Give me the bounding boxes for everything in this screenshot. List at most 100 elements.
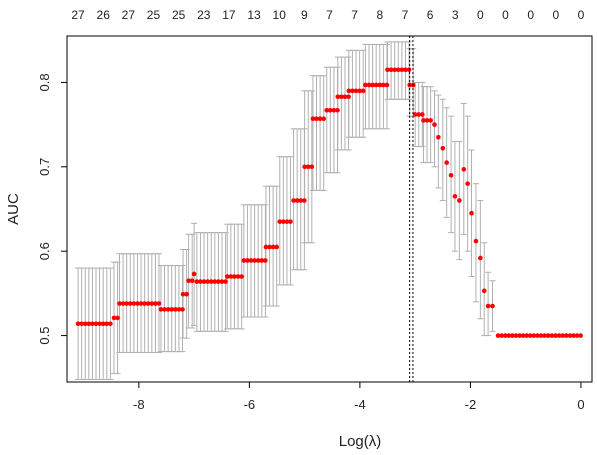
data-point xyxy=(412,112,418,117)
data-point xyxy=(469,210,474,216)
data-point xyxy=(216,279,221,284)
data-point xyxy=(420,112,425,117)
data-point xyxy=(310,116,316,122)
data-point xyxy=(432,122,437,127)
data-point xyxy=(457,198,462,203)
data-point xyxy=(288,219,293,224)
data-point xyxy=(198,279,203,284)
data-point xyxy=(201,279,207,284)
data-point xyxy=(388,67,394,73)
data-point xyxy=(452,194,458,199)
data-point xyxy=(396,67,401,73)
top-axis-label: 27 xyxy=(122,8,136,22)
data-point xyxy=(189,278,195,284)
data-points xyxy=(75,67,583,338)
x-tick-label: 0 xyxy=(577,397,584,412)
data-point xyxy=(205,279,210,284)
data-point xyxy=(528,333,533,338)
data-point xyxy=(478,255,483,261)
top-axis-labels: 27 26 27 25 25 23 17 13 10 9 7 7 8 7 6 3 0 0 0 0 0 xyxy=(71,8,584,22)
data-point xyxy=(335,107,340,113)
data-point xyxy=(328,107,333,113)
reference-lines xyxy=(409,36,414,382)
data-point xyxy=(571,333,576,338)
top-axis-label: 25 xyxy=(147,8,161,22)
y-tick-label: 0.5 xyxy=(37,327,52,345)
data-point xyxy=(239,274,244,279)
data-point xyxy=(353,88,359,94)
data-point xyxy=(277,219,283,224)
data-point xyxy=(124,301,129,306)
data-point xyxy=(399,67,405,73)
data-point xyxy=(156,301,162,306)
data-point xyxy=(346,88,352,94)
data-point xyxy=(263,244,269,250)
top-axis-label: 23 xyxy=(197,8,211,22)
top-axis-label: 6 xyxy=(427,8,434,22)
data-point xyxy=(224,274,230,279)
x-axis-title: Log(λ) xyxy=(339,433,382,450)
data-point xyxy=(270,244,276,250)
data-point xyxy=(546,333,551,338)
data-point xyxy=(111,315,117,321)
top-axis-label: 0 xyxy=(502,8,509,22)
data-point xyxy=(108,321,113,327)
data-point xyxy=(298,198,304,203)
data-point xyxy=(284,219,290,224)
data-point xyxy=(184,291,189,297)
data-point xyxy=(350,88,355,94)
data-point xyxy=(90,321,95,327)
top-axis-label: 17 xyxy=(222,8,236,22)
top-axis-label: 25 xyxy=(172,8,186,22)
data-point xyxy=(97,321,102,327)
data-point xyxy=(574,333,580,338)
top-axis-label: 7 xyxy=(351,8,358,22)
data-point xyxy=(100,321,106,327)
data-point xyxy=(502,333,508,338)
data-point xyxy=(549,333,555,338)
data-point xyxy=(255,258,261,263)
data-point xyxy=(259,258,265,263)
data-point xyxy=(138,301,144,306)
data-point xyxy=(223,279,228,284)
data-point xyxy=(176,307,182,312)
data-point xyxy=(165,307,171,312)
data-point xyxy=(490,303,495,309)
data-point xyxy=(274,244,280,250)
data-point xyxy=(142,301,147,306)
data-point xyxy=(517,333,522,338)
data-point xyxy=(448,172,454,178)
data-point xyxy=(281,219,286,224)
data-point xyxy=(86,321,92,327)
data-point xyxy=(162,307,167,312)
data-point xyxy=(421,118,426,123)
data-point xyxy=(473,238,479,244)
top-axis-label: 7 xyxy=(402,8,409,22)
data-point xyxy=(321,116,326,122)
data-point xyxy=(212,279,218,284)
data-point xyxy=(485,303,491,309)
data-point xyxy=(465,181,470,186)
data-point xyxy=(186,278,191,284)
data-point xyxy=(208,279,214,284)
data-point xyxy=(357,88,362,94)
data-point xyxy=(228,274,234,279)
data-point xyxy=(324,107,330,113)
data-point xyxy=(145,301,151,306)
data-point xyxy=(135,301,140,306)
data-point xyxy=(481,288,487,294)
data-point xyxy=(436,134,441,140)
data-point xyxy=(406,67,412,73)
data-point xyxy=(263,258,268,263)
data-point xyxy=(117,301,122,306)
top-axis-label: 0 xyxy=(527,8,534,22)
top-axis-label: 3 xyxy=(452,8,459,22)
data-point xyxy=(567,333,573,338)
data-point xyxy=(93,321,99,327)
top-axis-label: 7 xyxy=(326,8,333,22)
data-point xyxy=(335,94,341,100)
data-point xyxy=(524,333,530,338)
data-point xyxy=(381,82,386,88)
data-point xyxy=(403,67,408,73)
